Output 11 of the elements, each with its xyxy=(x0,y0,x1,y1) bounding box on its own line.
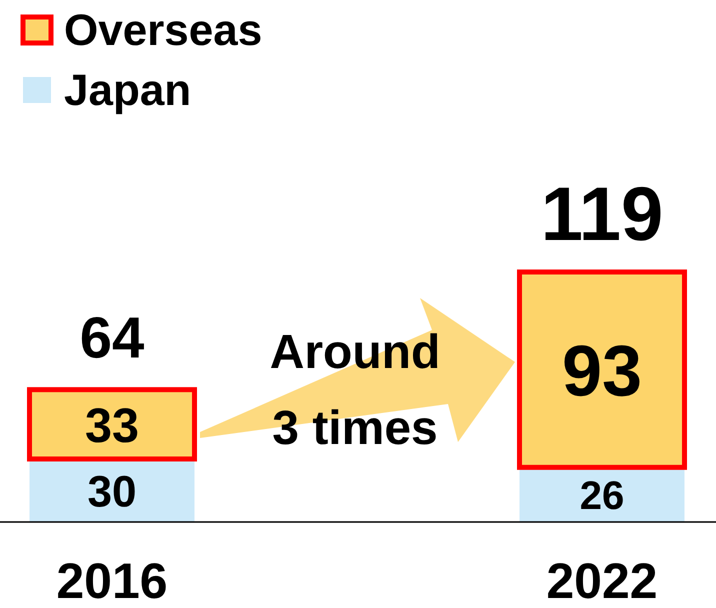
annotation: Around 3 times xyxy=(270,326,440,455)
x-tick-label: 2016 xyxy=(56,553,168,608)
total-label: 64 xyxy=(80,306,144,371)
data-label: 30 xyxy=(87,467,137,516)
data-label: 93 xyxy=(562,332,642,412)
data-label: 33 xyxy=(85,398,139,453)
legend-label: Japan xyxy=(64,66,192,115)
total-label: 119 xyxy=(540,172,664,257)
x-tick-label: 2022 xyxy=(546,553,658,608)
data-label: 26 xyxy=(580,474,624,518)
legend-label: Overseas xyxy=(64,6,262,55)
